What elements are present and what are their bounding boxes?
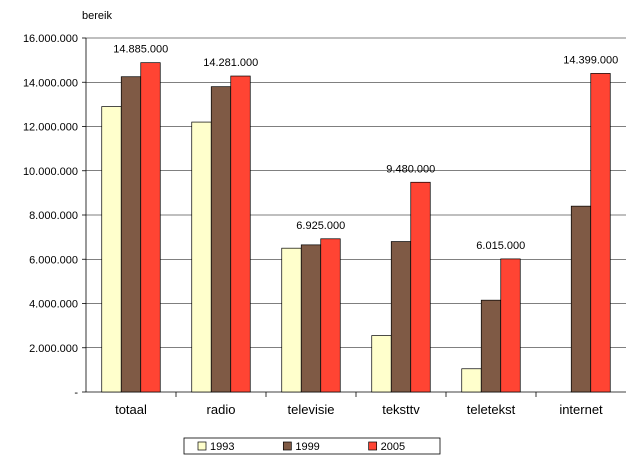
legend-swatch-1999: [282, 441, 292, 451]
y-tick-label: 2.000.000: [29, 343, 78, 355]
data-label: 14.281.000: [203, 57, 258, 69]
legend-swatch-2005: [368, 441, 378, 451]
bar-1993-radio: [191, 121, 212, 393]
bar-2005-teletekst: [500, 258, 521, 393]
y-tick-label: 10.000.000: [23, 166, 78, 178]
y-tick-label: 4.000.000: [29, 299, 78, 311]
bars: [101, 62, 611, 393]
legend-label-1999: 1999: [295, 441, 319, 453]
data-label: 6.925.000: [296, 220, 345, 232]
x-tick-label: internet: [559, 402, 603, 417]
bar-1999-internet: [570, 205, 592, 393]
x-tick-label: radio: [207, 402, 236, 417]
gridlines: [86, 37, 626, 349]
bar-1999-radio: [210, 86, 232, 393]
bar-1999-teletekst: [480, 299, 502, 393]
bar-1999-totaal: [120, 76, 142, 393]
y-tick-label: 16.000.000: [23, 33, 78, 45]
bar-1993-teletekst: [461, 368, 482, 393]
bar-2005-televisie: [320, 238, 341, 393]
y-tick-label: 8.000.000: [29, 210, 78, 222]
bar-1993-teksttv: [371, 335, 392, 393]
x-tick-label: teletekst: [467, 402, 516, 417]
data-label: 14.399.000: [563, 54, 618, 66]
x-tick-label: teksttv: [382, 402, 420, 417]
data-label: 6.015.000: [476, 240, 525, 252]
legend: 1993 1999 2005: [183, 437, 441, 455]
data-label: 14.885.000: [113, 44, 168, 56]
bar-1993-totaal: [101, 106, 122, 393]
y-tick-label: 14.000.000: [23, 77, 78, 89]
bar-1993-televisie: [281, 247, 302, 393]
x-tick-label: televisie: [288, 402, 335, 417]
y-tick-label: 6.000.000: [29, 254, 78, 266]
legend-swatch-1993: [197, 441, 207, 451]
bar-2005-internet: [590, 73, 611, 393]
data-labels: 14.885.000 14.281.000 6.925.000 9.480.000 6.…: [113, 44, 618, 252]
bar-1999-teksttv: [390, 241, 412, 393]
x-tick-label: totaal: [115, 402, 147, 417]
bar-2005-totaal: [140, 62, 161, 393]
bar-2005-teksttv: [410, 181, 431, 393]
data-label: 9.480.000: [386, 163, 435, 175]
y-axis-title: bereik: [82, 10, 112, 22]
legend-label-2005: 2005: [381, 441, 405, 453]
bar-2005-radio: [230, 75, 251, 393]
bar-1999-televisie: [300, 244, 322, 393]
y-tick-label: 12.000.000: [23, 122, 78, 134]
y-tick-label: -: [74, 387, 78, 399]
legend-label-1993: 1993: [210, 441, 234, 453]
axes: - 2.000.000 4.000.000 6.000.000 8.000.000 10.…: [23, 33, 626, 417]
